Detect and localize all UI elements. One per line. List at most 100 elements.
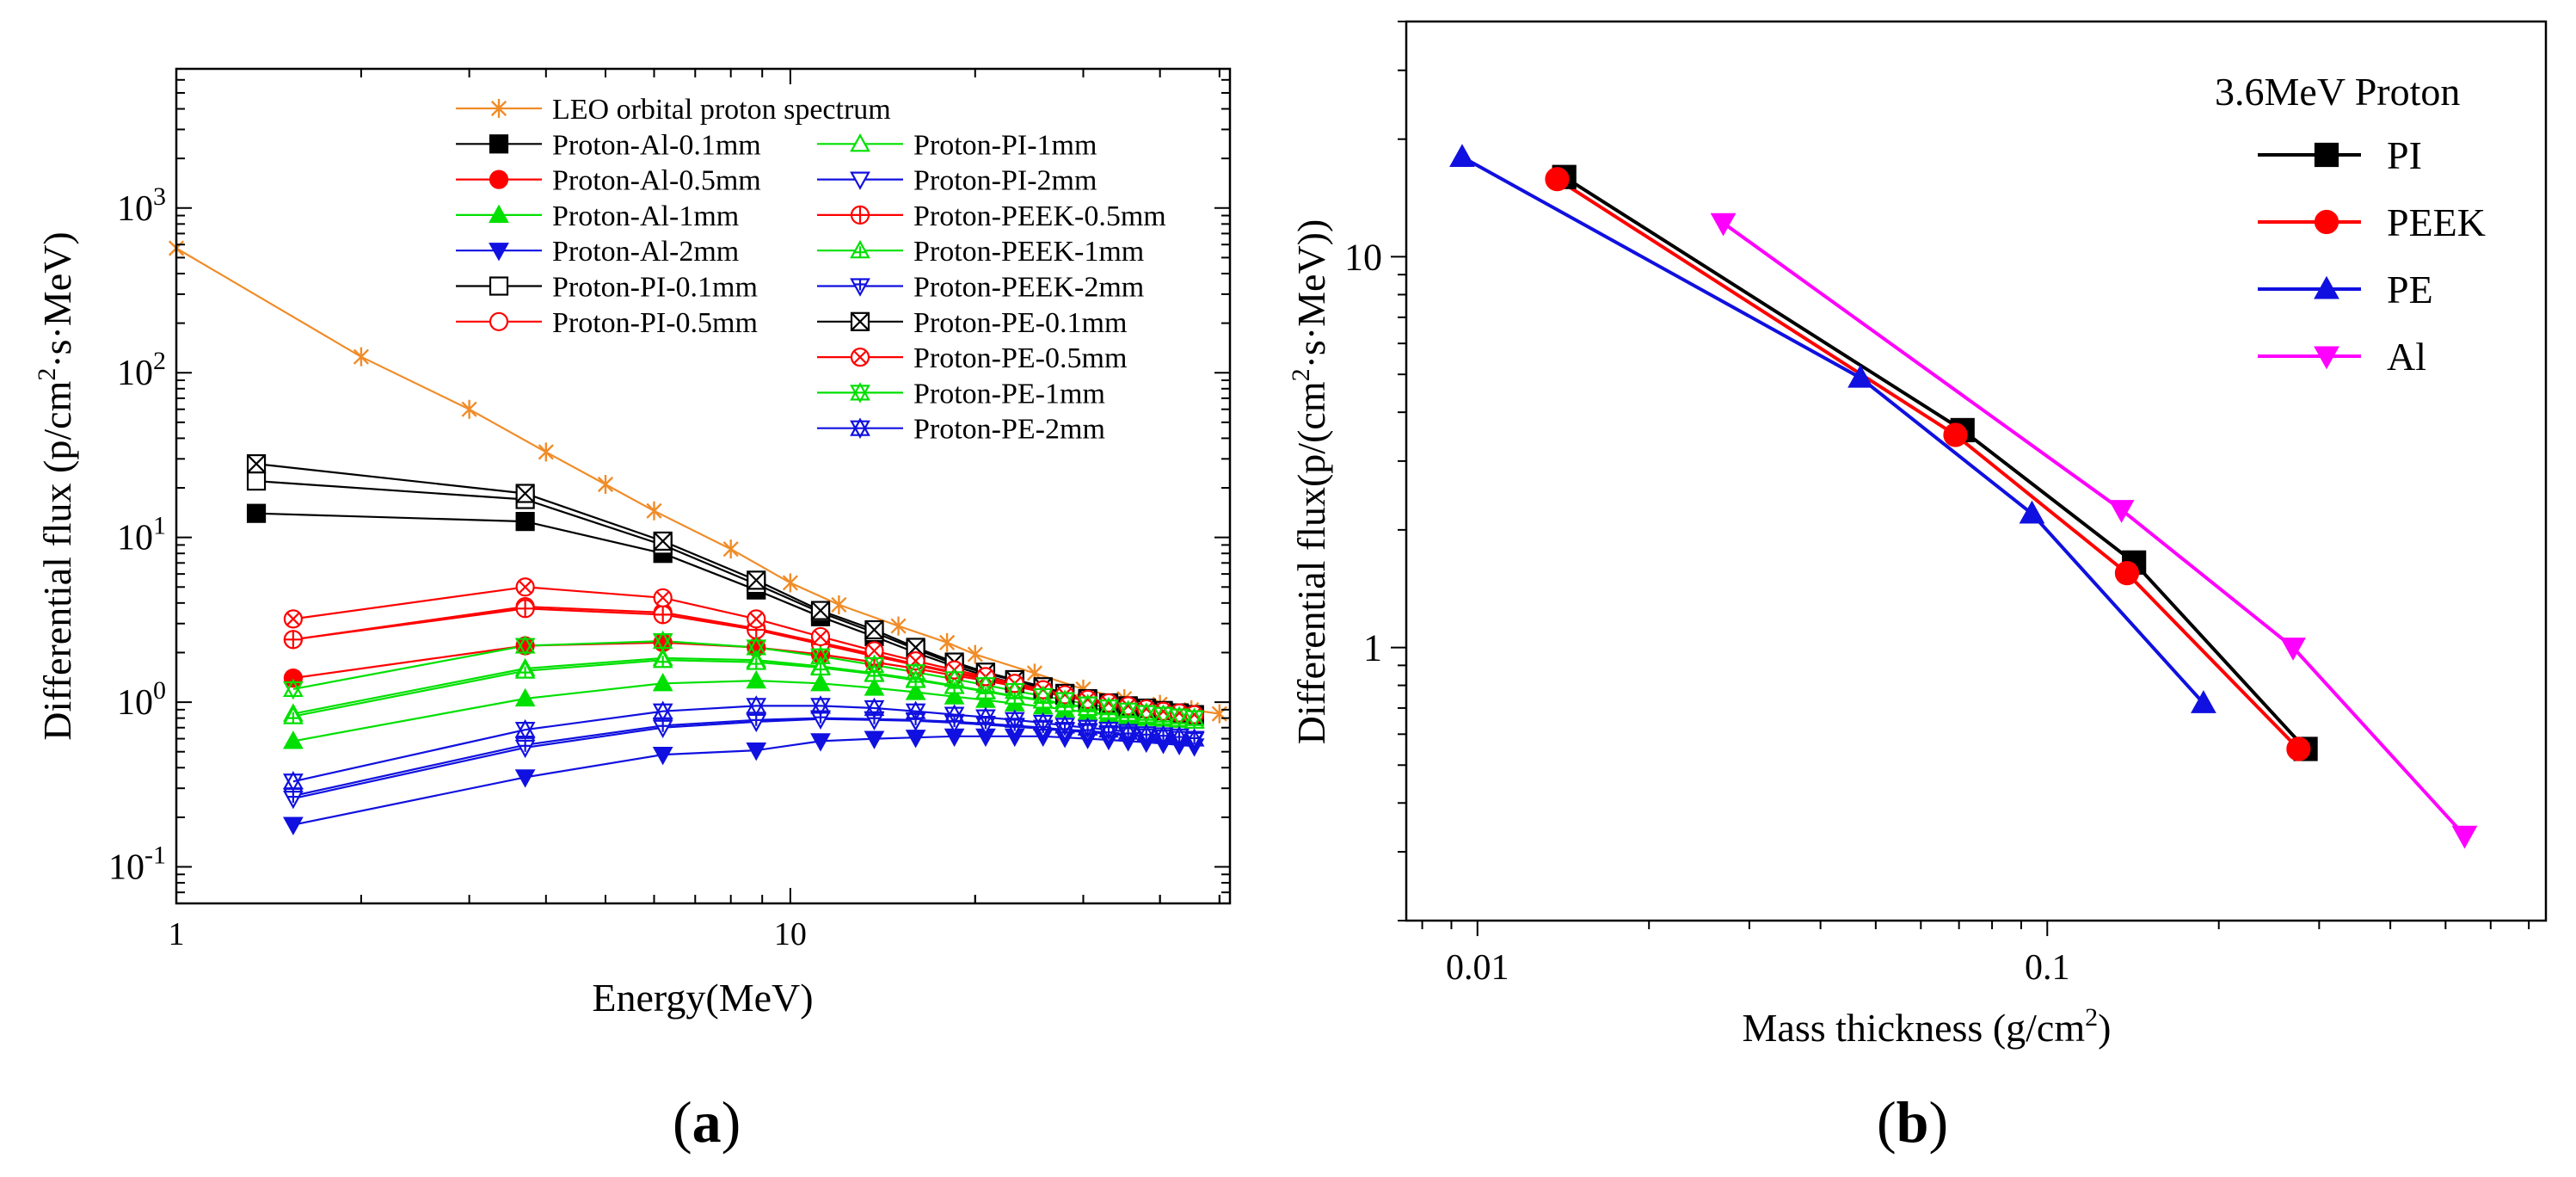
chart-a-point-proton-pe-0-1mm (655, 533, 672, 550)
chart-b-ylabel-part1: Differential flux(p/(cm (1289, 381, 1333, 744)
chart-a-y-tick-label: 10-1 (108, 841, 166, 888)
chart-a-legend-label: Proton-Al-2mm (552, 236, 739, 268)
chart-b-legend-item: PI (2258, 133, 2422, 177)
chart-a-y-tick-label: 101 (117, 512, 166, 558)
chart-a-legend-item: Proton-Al-2mm (456, 236, 739, 268)
chart-b-legend-label: PE (2387, 268, 2433, 311)
chart-a-y-tick-label: 100 (117, 676, 166, 723)
chart-b-y-tick-label: 10 (1344, 236, 1382, 278)
chart-a-point-leo-orbital-proton-spectrum (784, 573, 798, 592)
chart-b-x-tick-label: 0.1 (2025, 948, 2070, 988)
chart-a-legend-label: Proton-PEEK-1mm (913, 236, 1144, 268)
chart-a-point-leo-orbital-proton-spectrum (354, 348, 369, 367)
chart-b-point-peek (2116, 562, 2138, 584)
chart-b-point-peek (1546, 168, 1568, 190)
chart-a-point-proton-pe-0-1mm (747, 571, 765, 588)
chart-a-point-leo-orbital-proton-spectrum (832, 595, 846, 614)
chart-b-x-tick-label: 0.01 (1446, 948, 1509, 988)
chart-b: 0.01 0.1 1 10 3.6MeV Proton PI PEEK PE Al Mass … (1287, 22, 2546, 1050)
chart-a-legend-label: Proton-PI-0.1mm (552, 272, 758, 304)
chart-a-point-proton-pe-0-5mm (812, 628, 829, 645)
chart-a-point-proton-pe-0-1mm (248, 455, 265, 472)
chart-a-point-leo-orbital-proton-spectrum (462, 400, 476, 419)
chart-b-y-tick-label: 1 (1363, 627, 1382, 669)
chart-a-legend-label: Proton-PI-0.5mm (552, 307, 758, 339)
chart-a-point-leo-orbital-proton-spectrum (539, 442, 554, 461)
chart-a-point-leo-orbital-proton-spectrum (723, 539, 738, 558)
chart-a-legend-item: Proton-PEEK-2mm (817, 272, 1144, 304)
chart-a-legend-label: Proton-PE-0.1mm (913, 307, 1127, 339)
chart-b-legend-item: PEEK (2258, 200, 2486, 244)
chart-a-legend-item: Proton-PEEK-1mm (817, 236, 1144, 268)
chart-b-xlabel-sup: 2 (2085, 1003, 2098, 1032)
chart-a-legend-label: Proton-PE-1mm (913, 378, 1105, 410)
chart-a-ylabel-part1: Differential flux (p/cm (35, 380, 79, 740)
chart-a-legend-item: Proton-Al-1mm (456, 200, 739, 232)
chart-b-legend-label: PI (2387, 133, 2422, 177)
chart-b-legend-marker (2315, 211, 2338, 233)
chart-a-legend-item: Proton-PI-0.1mm (456, 272, 758, 304)
chart-a-point-proton-peek-2mm (285, 792, 302, 807)
chart-a-point-leo-orbital-proton-spectrum (599, 475, 613, 494)
chart-a-legend: LEO orbital proton spectrumProton-Al-0.1… (456, 94, 1166, 446)
chart-a-y-axis-label: Differential flux (p/cm2·s·MeV) (33, 231, 79, 741)
chart-a-legend-label: Proton-Al-1mm (552, 200, 739, 232)
chart-a-point-proton-peek-0-5mm (517, 600, 534, 617)
chart-a-point-proton-al-0-1mm (248, 505, 265, 522)
chart-a-legend-label: Proton-Al-0.1mm (552, 129, 761, 161)
chart-a-legend-item: Proton-PI-1mm (817, 129, 1097, 161)
chart-a-legend-label: Proton-PI-2mm (913, 165, 1097, 197)
chart-a-legend-marker (851, 206, 869, 224)
chart-a-legend-marker (490, 313, 507, 330)
chart-b-legend-label: Al (2387, 335, 2426, 379)
chart-a-legend-item: Proton-PI-2mm (817, 165, 1097, 197)
chart-b-line-pe (1462, 157, 2204, 704)
chart-a-point-proton-pe-0-1mm (865, 621, 882, 638)
chart-a-legend-marker (851, 313, 869, 330)
chart-b-point-al (2453, 827, 2475, 847)
chart-b-ylabel-part2: ·s·MeV)) (1289, 219, 1333, 369)
chart-b-ylabel-sup: 2 (1287, 368, 1315, 381)
chart-a-point-proton-pe-0-1mm (517, 485, 534, 502)
chart-b-point-peek (2287, 737, 2309, 760)
chart-a-legend-item: Proton-Al-0.5mm (456, 165, 761, 197)
chart-a-point-proton-pe-0-1mm (812, 602, 829, 619)
chart-a-legend-item: Proton-PE-0.5mm (817, 342, 1127, 374)
chart-a-legend-item: Proton-PE-2mm (817, 414, 1105, 446)
chart-b-series-markers (1451, 145, 2476, 847)
chart-a-point-leo-orbital-proton-spectrum (647, 502, 661, 521)
chart-b-legend-label: PEEK (2387, 200, 2486, 244)
chart-b-legend-title: 3.6MeV Proton (2215, 70, 2460, 114)
chart-a-point-proton-pe-0-5mm (517, 578, 534, 595)
chart-a-legend-item: Proton-PI-0.5mm (456, 307, 758, 339)
chart-a-legend-item: Proton-PEEK-0.5mm (817, 200, 1166, 232)
chart-a-legend-item: LEO orbital proton spectrum (456, 94, 891, 126)
panel-label-b: (b) (1877, 1088, 1948, 1156)
chart-a-point-leo-orbital-proton-spectrum (940, 633, 955, 652)
chart-a-y-tick-label: 103 (117, 182, 166, 229)
chart-a-legend-marker (490, 171, 507, 188)
chart-a-line-proton-al-2mm (293, 736, 1195, 825)
chart-b-line-al (1724, 223, 2465, 835)
chart-a-legend-label: LEO orbital proton spectrum (552, 94, 891, 126)
chart-a-legend-label: Proton-Al-0.5mm (552, 165, 761, 197)
chart-a-point-proton-al-0-1mm (517, 513, 534, 530)
chart-a-point-proton-pe-0-5mm (747, 610, 765, 627)
chart-a-legend-marker (490, 278, 507, 295)
chart-a-legend-item: Proton-PE-1mm (817, 378, 1105, 410)
chart-a-point-proton-peek-0-5mm (655, 606, 672, 623)
chart-a-legend-label: Proton-PI-1mm (913, 129, 1097, 161)
chart-a-x-tick-label: 10 (774, 916, 807, 952)
figure: 1 1010-1100101102103 LEO orbital proton s… (0, 0, 2576, 1177)
chart-a-point-leo-orbital-proton-spectrum (891, 617, 906, 636)
chart-a-legend-label: Proton-PE-0.5mm (913, 342, 1127, 374)
chart-a: 1 1010-1100101102103 LEO orbital proton s… (33, 69, 1230, 1020)
chart-b-legend-item: Al (2258, 335, 2426, 379)
chart-a-point-leo-orbital-proton-spectrum (968, 645, 983, 664)
chart-a-legend-item: Proton-PE-0.1mm (817, 307, 1127, 339)
panel-label-a: (a) (673, 1088, 741, 1156)
chart-a-x-tick-label: 1 (169, 916, 185, 952)
chart-b-x-axis-label: Mass thickness (g/cm2) (1743, 1003, 2112, 1050)
chart-a-legend-marker (851, 348, 869, 366)
chart-b-tick-labels: 0.01 0.1 1 10 (1344, 236, 2070, 988)
